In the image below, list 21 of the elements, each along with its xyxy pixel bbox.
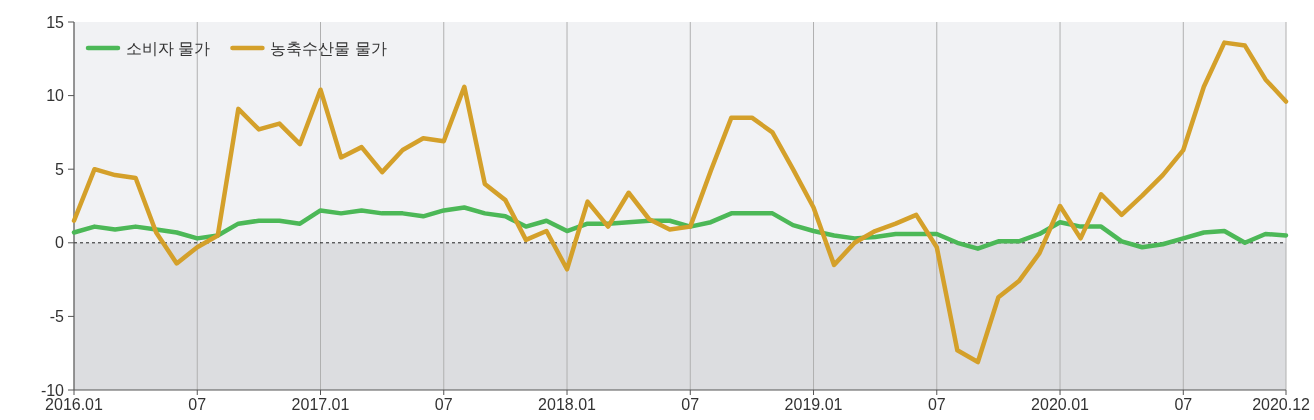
y-tick-label: 0 [55,234,65,252]
x-tick-label: 2020.12 [1252,396,1311,413]
x-tick-label: 07 [681,396,700,413]
y-tick-label: 5 [55,160,65,178]
y-tick-label: -5 [49,307,65,325]
x-tick-label: 07 [1174,396,1193,413]
legend-label: 소비자 물가 [126,39,211,57]
x-tick-label: 2019.01 [784,396,843,413]
x-tick-label: 2016.01 [45,396,104,413]
x-tick-label: 07 [188,396,207,413]
line-series [71,205,1289,251]
x-tick-label: 07 [434,396,453,413]
y-tick-label: 15 [46,13,65,31]
legend-label: 농축수산물 물가 [270,39,387,57]
y-tick-label: -10 [40,381,65,399]
y-tick-label: 10 [46,87,65,105]
x-tick-label: 2017.01 [291,396,350,413]
x-tick-label: 07 [927,396,946,413]
x-tick-label: 2020.01 [1031,396,1090,413]
line-series [71,40,1289,365]
x-tick-label: 2018.01 [538,396,597,413]
